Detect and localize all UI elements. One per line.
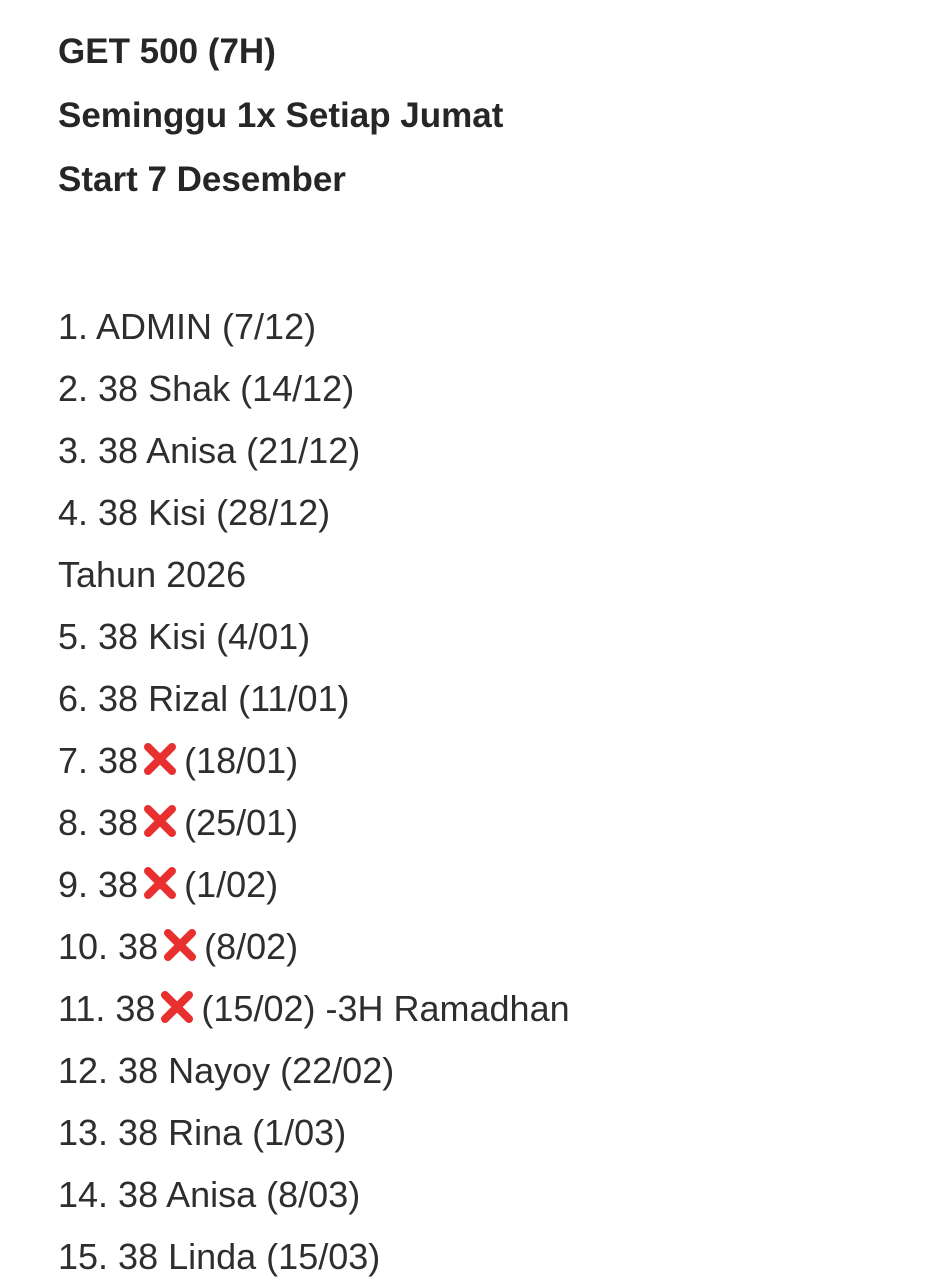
list-item: 8. 38 (25/01)	[58, 792, 918, 854]
list-item: 11. 38 (15/02) -3H Ramadhan	[58, 978, 918, 1040]
list-item: 14. 38 Anisa (8/03)	[58, 1164, 918, 1226]
list-item-text: 7. 38	[58, 740, 139, 781]
spacer	[58, 212, 918, 296]
list-item-text: 14. 38 Anisa (8/03)	[58, 1174, 361, 1215]
list-item-text: 11. 38	[58, 988, 156, 1029]
list-item-text: 12. 38 Nayoy (22/02)	[58, 1050, 395, 1091]
list-item: 5. 38 Kisi (4/01)	[58, 606, 918, 668]
list-item-text: 1. ADMIN (7/12)	[58, 306, 317, 347]
list-item-text: 9. 38	[58, 864, 139, 905]
schedule-line: Seminggu 1x Setiap Jumat	[58, 96, 504, 135]
list-item: 9. 38 (1/02)	[58, 854, 918, 916]
list-item-text: 2. 38 Shak (14/12)	[58, 368, 355, 409]
list-item-date: (1/02)	[184, 864, 279, 905]
list-item: 7. 38 (18/01)	[58, 730, 918, 792]
list-item: 3. 38 Anisa (21/12)	[58, 420, 918, 482]
start-line: Start 7 Desember	[58, 160, 346, 199]
list-item: 2. 38 Shak (14/12)	[58, 358, 918, 420]
list-item-date: (25/01)	[184, 802, 299, 843]
list-item-date: (15/02) -3H Ramadhan	[201, 988, 570, 1029]
title-line: GET 500 (7H)	[58, 32, 276, 71]
list-item: 10. 38 (8/02)	[58, 916, 918, 978]
list-item-text: 5. 38 Kisi (4/01)	[58, 616, 311, 657]
list-item: 4. 38 Kisi (28/12)	[58, 482, 918, 544]
list-item: 15. 38 Linda (15/03)	[58, 1226, 918, 1288]
cross-mark-icon	[159, 989, 195, 1025]
document: GET 500 (7H) Seminggu 1x Setiap Jumat St…	[58, 20, 918, 1288]
list-item: 1. ADMIN (7/12)	[58, 296, 918, 358]
list-item-date: (18/01)	[184, 740, 299, 781]
list-item: 12. 38 Nayoy (22/02)	[58, 1040, 918, 1102]
list-item: 6. 38 Rizal (11/01)	[58, 668, 918, 730]
list-item-text: 4. 38 Kisi (28/12)	[58, 492, 331, 533]
cross-mark-icon	[162, 927, 198, 963]
list-item-text: 13. 38 Rina (1/03)	[58, 1112, 347, 1153]
list-item-text: 8. 38	[58, 802, 139, 843]
cross-mark-icon	[142, 741, 178, 777]
cross-mark-icon	[142, 865, 178, 901]
list-item-text: 10. 38	[58, 926, 159, 967]
list-item: 13. 38 Rina (1/03)	[58, 1102, 918, 1164]
list-item-text: 6. 38 Rizal (11/01)	[58, 678, 350, 719]
year-heading-text: Tahun 2026	[58, 554, 247, 595]
cross-mark-icon	[142, 803, 178, 839]
year-heading: Tahun 2026	[58, 544, 918, 606]
list-item-text: 15. 38 Linda (15/03)	[58, 1236, 381, 1277]
list-item-date: (8/02)	[204, 926, 299, 967]
list-item-text: 3. 38 Anisa (21/12)	[58, 430, 361, 471]
